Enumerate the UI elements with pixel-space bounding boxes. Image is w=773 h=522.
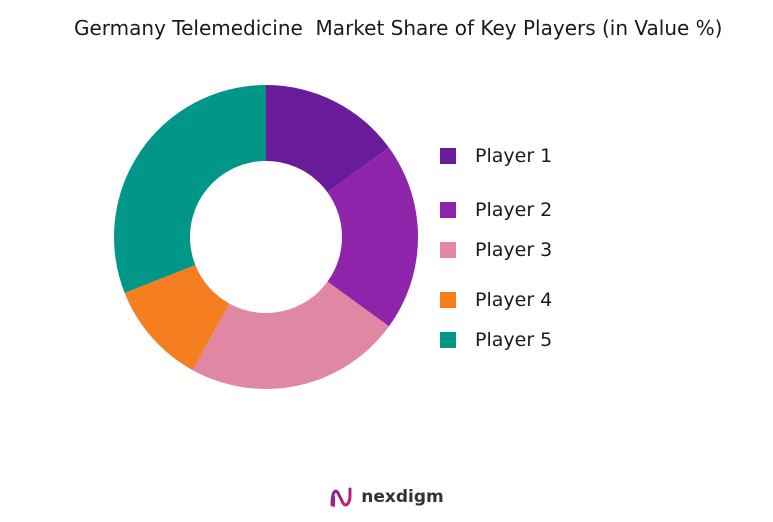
legend-label: Player 3 bbox=[475, 239, 553, 261]
legend-swatch bbox=[440, 202, 456, 218]
legend-swatch bbox=[440, 332, 456, 348]
chart-title: Germany Telemedicine Market Share of Key… bbox=[74, 16, 723, 40]
legend-item-1: Player 1 bbox=[440, 145, 552, 167]
brand-name: nexdigm bbox=[361, 487, 444, 507]
legend-label: Player 2 bbox=[475, 199, 553, 221]
donut-slice-2 bbox=[327, 147, 418, 327]
donut-slice-3 bbox=[192, 281, 389, 389]
legend-swatch bbox=[440, 242, 456, 258]
nexdigm-logo-icon bbox=[330, 487, 352, 507]
legend-item-3: Player 3 bbox=[440, 239, 552, 261]
legend-swatch bbox=[440, 148, 456, 164]
legend-swatch bbox=[440, 292, 456, 308]
legend-label: Player 4 bbox=[475, 289, 553, 311]
donut-slice-4 bbox=[124, 264, 230, 371]
chart-legend: Player 1 Player 2 Player 3 Player 4 Player 5 bbox=[440, 0, 740, 400]
legend-label: Player 5 bbox=[475, 329, 553, 351]
legend-label: Player 1 bbox=[475, 145, 553, 167]
donut-slice-5 bbox=[114, 85, 266, 293]
donut-slices bbox=[114, 85, 418, 389]
legend-item-2: Player 2 bbox=[440, 199, 552, 221]
footer-brand: nexdigm bbox=[0, 483, 773, 511]
legend-item-5: Player 5 bbox=[440, 329, 552, 351]
donut-slice-1 bbox=[266, 85, 389, 193]
legend-item-4: Player 4 bbox=[440, 289, 552, 311]
